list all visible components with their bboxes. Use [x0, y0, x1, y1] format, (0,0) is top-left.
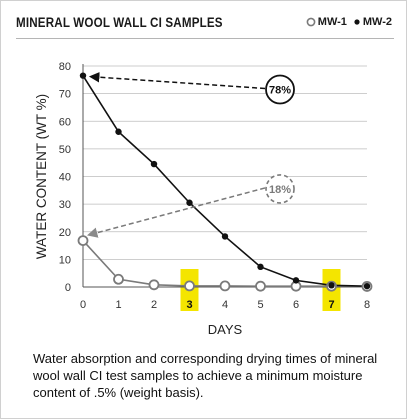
legend-item-mw1: MW-1 — [306, 16, 347, 28]
data-point — [115, 128, 122, 135]
line-chart: 0 10 20 30 40 50 60 70 80 0 1 2 3 4 5 6 7 8 DAYS WATER CONT… — [34, 61, 373, 337]
annotation-label-1: 78% — [269, 84, 291, 96]
data-point — [150, 160, 158, 168]
data-point — [113, 273, 124, 285]
data-point — [363, 282, 371, 290]
y-tick-label: 60 — [59, 116, 71, 128]
y-tick-label: 20 — [59, 227, 71, 239]
x-tick-label: 5 — [257, 299, 263, 311]
chart-header: MINERAL WOOL WALL CI SAMPLES MW-1 MW-2 — [16, 13, 394, 35]
series-line-2 — [82, 75, 368, 287]
open-circle-marker-icon — [306, 17, 316, 27]
y-tick-label: 50 — [59, 144, 71, 156]
y-tick-label: 0 — [65, 282, 71, 294]
annotation-arrow-2 — [86, 187, 266, 238]
chart-title: MINERAL WOOL WALL CI SAMPLES — [16, 15, 223, 30]
annotation-label-2: 18% — [269, 184, 291, 196]
legend-label-mw1: MW-1 — [317, 16, 347, 28]
annotation-circle-2 — [265, 174, 295, 204]
annotation-arrow-1 — [88, 71, 266, 90]
data-point — [328, 282, 335, 289]
x-tick-label: 7 — [328, 299, 334, 311]
y-tick-label: 70 — [59, 89, 71, 101]
data-point — [257, 263, 264, 271]
x-tick-label: 3 — [186, 299, 192, 311]
x-axis-title: DAYS — [208, 322, 243, 337]
annotation-circle-1 — [265, 74, 295, 105]
y-tick-label: 40 — [59, 172, 71, 184]
data-point — [221, 233, 229, 240]
y-tick-label: 80 — [59, 61, 71, 73]
data-point — [79, 72, 87, 79]
legend-label-mw2: MW-2 — [362, 16, 392, 28]
header-divider — [16, 38, 394, 39]
data-point — [219, 280, 231, 292]
y-tick-label: 10 — [59, 254, 71, 266]
data-point — [184, 280, 195, 292]
x-tick-label: 2 — [151, 299, 157, 311]
chart-legend: MW-1 MW-2 — [306, 16, 392, 28]
data-point — [255, 280, 266, 292]
data-point — [77, 235, 89, 246]
x-tick-label: 4 — [222, 299, 228, 311]
y-axis-title: WATER CONTENT (WT %) — [34, 94, 49, 259]
legend-item-mw2: MW-2 — [353, 16, 392, 28]
x-tick-label: 1 — [115, 299, 121, 311]
x-tick-label: 6 — [293, 299, 299, 311]
figure-caption: Water absorption and corresponding dryin… — [33, 351, 378, 400]
data-point — [148, 279, 160, 291]
x-tick-label: 0 — [80, 299, 86, 311]
data-point — [292, 277, 300, 284]
y-tick-label: 30 — [59, 199, 71, 211]
data-point — [186, 199, 193, 206]
filled-circle-marker-icon — [354, 19, 360, 25]
x-tick-label: 8 — [364, 299, 370, 311]
